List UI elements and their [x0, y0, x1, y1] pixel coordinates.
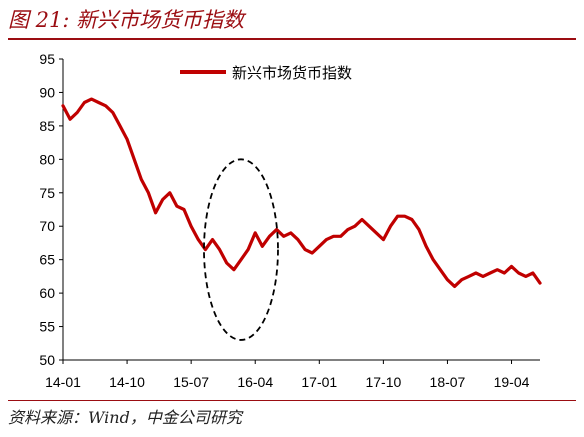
x-tick-label: 14-10 [109, 374, 145, 390]
y-tick-label: 50 [39, 352, 55, 368]
figure-title: 图 21: 新兴市场货币指数 [8, 8, 245, 32]
series-line [61, 97, 542, 288]
y-tick-label: 90 [39, 84, 55, 100]
x-tick-label: 14-01 [45, 374, 81, 390]
x-tick-label: 16-04 [237, 374, 273, 390]
title-underline [8, 38, 576, 40]
legend-label: 新兴市场货币指数 [232, 64, 352, 82]
highlight-ellipse [203, 158, 279, 341]
y-tick-label: 55 [39, 319, 55, 335]
y-tick-label: 75 [39, 185, 55, 201]
y-tick-label: 65 [39, 252, 55, 268]
y-tick-label: 70 [39, 218, 55, 234]
x-tick-label: 17-10 [365, 374, 401, 390]
x-tick-label: 15-07 [173, 374, 209, 390]
footer-rule [8, 400, 576, 401]
source-note: 资料来源：Wind，中金公司研究 [8, 408, 242, 427]
x-tick-label: 18-07 [430, 374, 466, 390]
x-tick-label: 19-04 [494, 374, 530, 390]
y-tick-label: 60 [39, 285, 55, 301]
y-tick-label: 95 [39, 51, 55, 67]
y-tick-label: 85 [39, 118, 55, 134]
x-tick-label: 17-01 [301, 374, 337, 390]
y-tick-label: 80 [39, 151, 55, 167]
